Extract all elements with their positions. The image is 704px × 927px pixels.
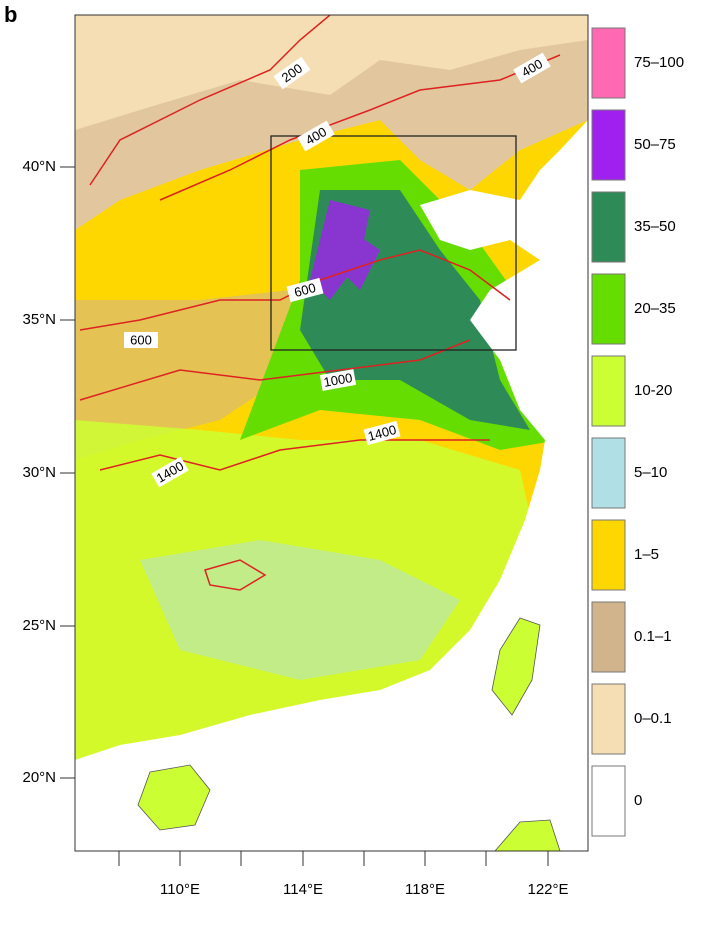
contour-label-text: 1000 bbox=[322, 370, 353, 390]
legend-label: 20–35 bbox=[634, 300, 676, 317]
legend-swatch bbox=[591, 355, 626, 427]
contour-label-text: 600 bbox=[130, 332, 152, 347]
legend-swatch bbox=[591, 519, 626, 591]
axes: 40°N 35°N 30°N 25°N 20°N 110°E 114°E 118°E 122°E bbox=[22, 158, 568, 898]
map-frame bbox=[74, 14, 589, 852]
legend: 75–100 50–75 35–50 20–35 10-20 5–10 1–5 0.1–1 0–… bbox=[591, 27, 684, 837]
taiwan bbox=[491, 617, 541, 716]
legend-label: 0.1–1 bbox=[634, 628, 672, 645]
contour-label: 600 bbox=[124, 332, 158, 348]
legend-label: 5–10 bbox=[634, 464, 667, 481]
contour-label-bg bbox=[513, 52, 551, 84]
legend-swatch bbox=[591, 273, 626, 345]
contour-label-bg bbox=[124, 332, 158, 348]
sea bbox=[75, 120, 588, 851]
lon-label: 122°E bbox=[527, 881, 568, 898]
legend-swatch bbox=[591, 27, 626, 99]
lat-label: 35°N bbox=[22, 311, 56, 328]
contour-label: 1400 bbox=[363, 420, 401, 446]
north-tan bbox=[75, 40, 588, 230]
focus-box bbox=[270, 135, 517, 351]
contour-label-bg bbox=[273, 56, 311, 90]
legend-swatch bbox=[591, 683, 626, 755]
contour-label-bg bbox=[363, 420, 401, 446]
legend-swatch bbox=[591, 765, 626, 837]
lon-label: 110°E bbox=[160, 881, 200, 898]
legend-swatch bbox=[591, 437, 626, 509]
legend-label: 50–75 bbox=[634, 136, 676, 153]
legend-label: 10-20 bbox=[634, 382, 672, 399]
legend-swatch bbox=[591, 109, 626, 181]
hainan bbox=[137, 764, 211, 831]
contour-label-bg bbox=[286, 277, 324, 303]
lat-label: 40°N bbox=[22, 158, 56, 175]
lat-label: 25°N bbox=[22, 617, 56, 634]
legend-label: 1–5 bbox=[634, 546, 659, 563]
contour-label-text: 1400 bbox=[366, 422, 398, 444]
contour-label-text: 600 bbox=[293, 280, 318, 300]
contour-label-bg bbox=[297, 120, 335, 152]
lat-label: 30°N bbox=[22, 464, 56, 481]
legend-swatch bbox=[591, 191, 626, 263]
legend-label: 0 bbox=[634, 792, 642, 809]
south-blue bbox=[140, 540, 460, 680]
legend-label: 35–50 bbox=[634, 218, 676, 235]
legend-label: 0–0.1 bbox=[634, 710, 672, 727]
core-purple bbox=[310, 200, 380, 300]
contour-label: 1000 bbox=[319, 369, 357, 391]
panel-label: b bbox=[4, 2, 17, 27]
legend-label: 75–100 bbox=[634, 54, 684, 71]
contour-label-bg bbox=[319, 369, 357, 391]
lon-label: 114°E bbox=[283, 881, 323, 898]
luzon bbox=[494, 819, 561, 851]
contours bbox=[79, 15, 561, 591]
lon-label: 118°E bbox=[405, 881, 445, 898]
lat-label: 20°N bbox=[22, 769, 56, 786]
legend-swatch bbox=[591, 601, 626, 673]
contour-label: 600 bbox=[286, 277, 324, 303]
map-area bbox=[75, 15, 588, 851]
contour-label-bg bbox=[151, 456, 189, 488]
